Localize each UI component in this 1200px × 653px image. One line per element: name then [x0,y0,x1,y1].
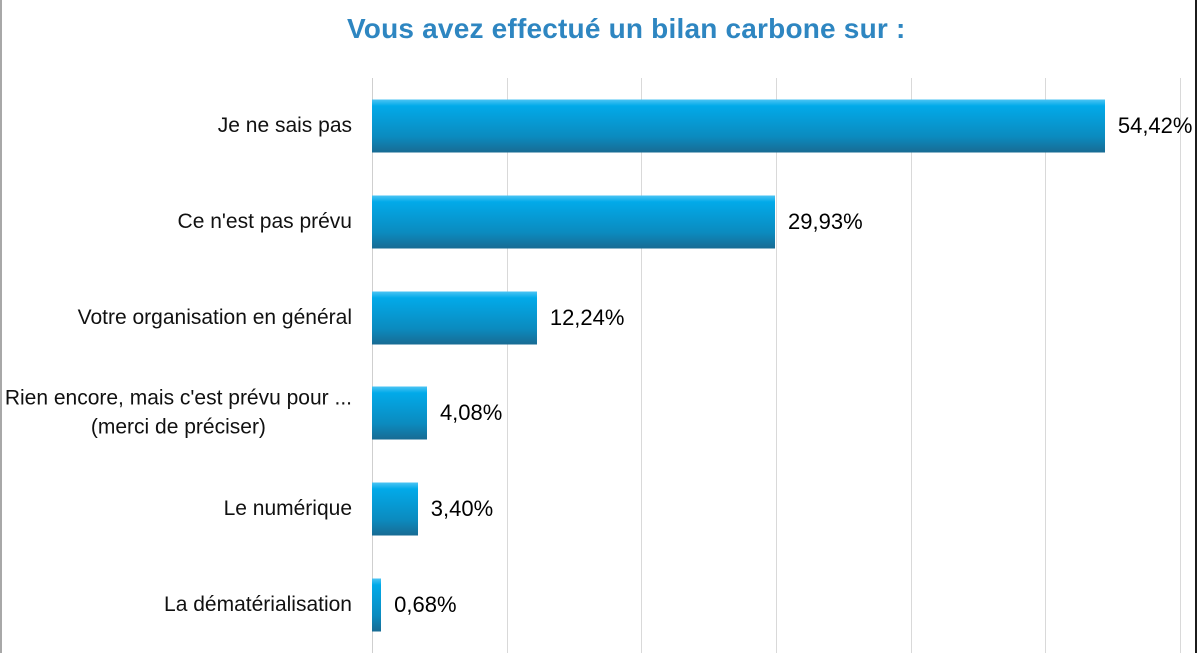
category-label-line: La dématérialisation [164,592,352,616]
category-label: La dématérialisation [164,591,352,619]
category-label-line: Le numérique [223,497,352,521]
category-label: Ce n'est pas prévu [178,208,352,236]
value-label: 0,68% [394,592,457,618]
category-label-line: (merci de préciser) [90,415,266,439]
bar-rows: Je ne sais pas 54,42% Ce n'est pas prévu 29… [0,78,1200,653]
value-label: 12,24% [549,304,625,330]
chart-row: Je ne sais pas 54,42% [0,78,1200,174]
bar [372,291,537,345]
gridline [910,78,912,653]
category-label: Le numérique [224,495,352,523]
value-label: 29,93% [788,208,863,234]
chart-row: Le numérique 3,40% [0,461,1200,557]
bar [372,578,382,632]
bar [372,386,427,440]
value-label: 3,40% [430,496,494,522]
plot-area [372,78,1181,653]
gridline [1180,78,1181,653]
chart-row: La dématérialisation 0,68% [0,557,1200,653]
value-label: 4,08% [439,400,503,426]
window-left-border [0,0,2,653]
category-label: Votre organisation en général [78,303,352,331]
bar [372,99,1105,153]
chart-row: Rien encore, mais c'est prévu pour ... (m… [0,365,1200,461]
chart-row: Votre organisation en général 12,24% [0,270,1200,366]
window-right-border [1195,0,1197,653]
category-label: Je ne sais pas [218,112,352,140]
category-axis-line [372,78,373,653]
gridline [506,78,508,653]
chart-title: Vous avez effectué un bilan carbone sur … [347,13,906,44]
value-label: 54,42% [1117,112,1193,138]
category-label: Rien encore, mais c'est prévu pour ... (m… [5,385,352,442]
category-label-line: Rien encore, mais c'est prévu pour ... [4,387,352,411]
chart-row: Ce n'est pas prévu 29,93% [0,174,1200,270]
category-label-line: Votre organisation en général [77,305,352,329]
gridline [776,78,777,653]
gridline [641,78,643,653]
bar [372,482,418,536]
bar [372,195,776,249]
gridline [1045,78,1047,653]
category-label-line: Ce n'est pas prévu [177,209,352,233]
category-label-line: Je ne sais pas [217,113,352,137]
